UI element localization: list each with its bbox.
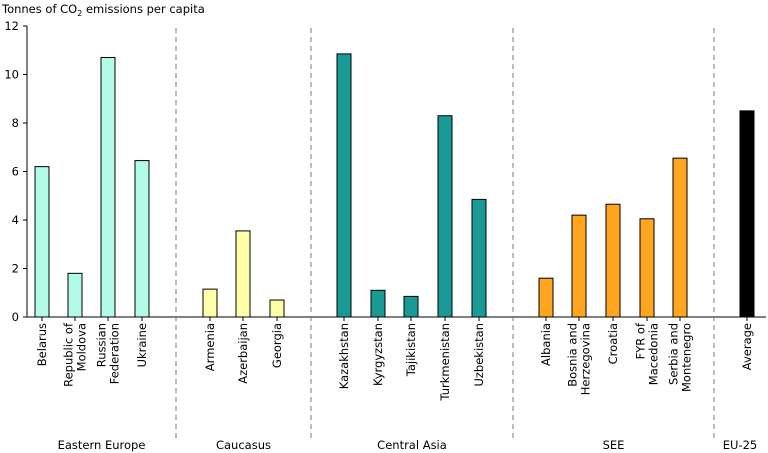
bar <box>672 157 688 318</box>
bar <box>571 214 587 318</box>
category-label: FYR ofMacedonia <box>634 322 661 385</box>
group-label: Central Asia <box>377 438 447 452</box>
bar <box>437 115 453 318</box>
category-label: RussianFederation <box>95 323 122 384</box>
group-label: SEE <box>603 438 625 452</box>
bar <box>403 295 419 318</box>
y-tick-label: 12 <box>4 19 19 33</box>
bar <box>639 218 655 318</box>
category-label: Croatia <box>606 323 620 364</box>
y-tick-label: 6 <box>12 165 19 179</box>
category-label: Kazakhstan <box>337 323 351 389</box>
bar <box>739 110 755 318</box>
category-label: Average <box>740 323 754 370</box>
bar <box>538 277 554 318</box>
y-tick-label: 4 <box>12 213 19 227</box>
y-tick-label: 10 <box>4 68 19 82</box>
bar <box>34 166 50 318</box>
bar <box>605 203 621 318</box>
category-label: Uzbekistan <box>472 323 486 387</box>
category-label: Tajikistan <box>404 323 418 377</box>
category-label: Georgia <box>270 323 284 368</box>
bar <box>67 272 83 318</box>
category-label: Bosnia andHerzegovina <box>566 323 593 395</box>
category-label: Armenia <box>203 323 217 371</box>
group-label: Caucasus <box>216 438 271 452</box>
bar <box>134 160 150 318</box>
bar <box>370 289 386 318</box>
bar <box>100 57 116 318</box>
y-axis-title: Tonnes of CO2 emissions per capita <box>1 2 205 18</box>
category-label: Kyrgyzstan <box>371 323 385 386</box>
bar <box>471 198 487 318</box>
plot-area: 0 2 4 6 8 10 12 Belarus Republic ofMoldova Russia… <box>4 19 766 452</box>
y-tick-label: 0 <box>12 310 19 324</box>
category-label: Belarus <box>35 323 49 366</box>
y-tick-label: 2 <box>12 262 19 276</box>
bar <box>235 230 251 318</box>
category-label: Albania <box>539 323 553 366</box>
group-label: EU-25 <box>723 438 757 452</box>
category-label: Republic ofMoldova <box>62 322 89 387</box>
category-label: Turkmenistan <box>438 323 452 402</box>
category-label: Ukraine <box>135 323 149 367</box>
category-label: Serbia andMontenegro <box>667 323 694 392</box>
bar <box>269 299 285 318</box>
category-label: Azerbaijan <box>236 323 250 384</box>
y-tick-label: 8 <box>12 116 19 130</box>
bar <box>202 288 218 318</box>
group-label: Eastern Europe <box>58 438 146 452</box>
bar <box>336 53 352 318</box>
